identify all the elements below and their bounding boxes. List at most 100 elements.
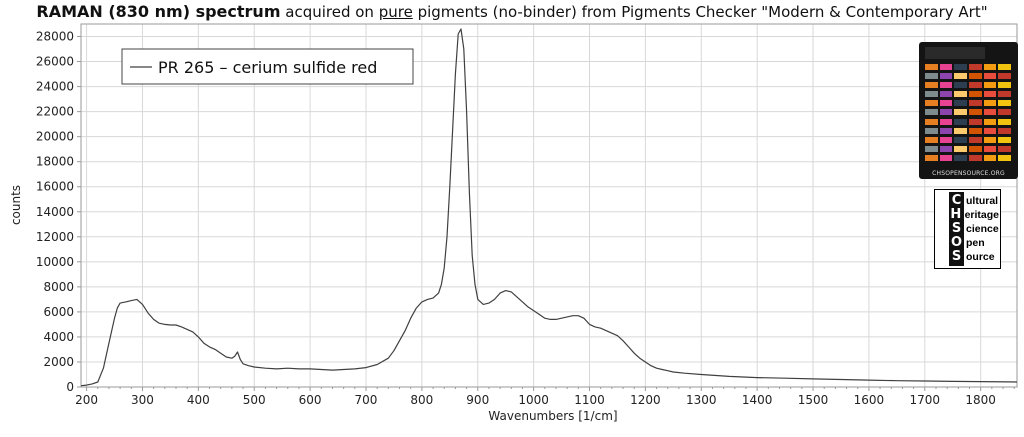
thumbnail-swatch — [925, 118, 938, 125]
axes — [77, 23, 1018, 391]
thumbnail-swatch — [998, 109, 1011, 116]
thumbnail-swatch — [998, 73, 1011, 80]
x-tick-label: 200 — [75, 393, 98, 407]
thumbnail-swatch — [969, 118, 982, 125]
thumbnail-swatch — [954, 154, 967, 161]
x-axis-label: Wavenumbers [1/cm] — [488, 409, 617, 423]
title-bold: RAMAN (830 nm) spectrum — [36, 2, 281, 21]
thumbnail-swatch — [998, 64, 1011, 70]
thumbnail-swatch — [969, 91, 982, 98]
series-line — [80, 28, 1018, 387]
chsos-word: cience — [966, 223, 999, 235]
x-tick-label: 1800 — [965, 393, 996, 407]
thumbnail-swatch — [998, 118, 1011, 125]
y-tick-label: 18000 — [36, 155, 74, 169]
thumbnail-swatch — [954, 64, 967, 70]
thumbnail-swatch — [983, 136, 997, 143]
thumbnail-swatch — [969, 73, 982, 80]
x-tick-label: 800 — [410, 393, 433, 407]
thumbnail-swatch — [954, 91, 967, 98]
thumbnail-swatch — [939, 127, 953, 134]
thumbnail-swatch — [983, 145, 997, 152]
thumbnail-swatch — [998, 100, 1011, 107]
thumbnail-swatch — [983, 91, 997, 98]
chsos-word: eritage — [964, 209, 999, 221]
chsos-letter: O — [950, 235, 963, 250]
x-tick-label: 500 — [243, 393, 266, 407]
thumbnail-swatch — [939, 136, 953, 143]
thumbnail-swatch — [983, 109, 997, 116]
thumbnail-swatch — [969, 64, 982, 70]
plot-frame — [80, 23, 1018, 388]
y-tick-label: 26000 — [36, 55, 74, 69]
thumbnail-swatch — [925, 145, 938, 152]
thumbnail-swatch — [983, 73, 997, 80]
chsos-letter: C — [951, 193, 962, 208]
y-axis-label: counts — [9, 185, 23, 225]
legend-label: PR 265 – cerium sulfide red — [158, 58, 377, 77]
chsos-word: ultural — [966, 195, 999, 207]
x-tick-label: 400 — [187, 393, 210, 407]
thumbnail-swatch — [983, 64, 997, 70]
y-tick-label: 4000 — [43, 330, 74, 344]
thumbnail-swatch — [925, 91, 938, 98]
thumbnail-swatch — [983, 154, 997, 161]
thumbnail-swatch — [954, 82, 967, 89]
x-tick-label: 700 — [355, 393, 378, 407]
x-tick-label: 1600 — [854, 393, 885, 407]
y-tick-label: 6000 — [43, 305, 74, 319]
title-underlined: pure — [378, 3, 413, 21]
x-tick-labels: 200 300 400 500 600 700 800 900 1000 1100 1200 1300… — [75, 393, 996, 407]
thumbnail-swatch — [969, 82, 982, 89]
thumbnail-url-text: CHSOPENSOURCE.ORG — [932, 170, 1005, 177]
x-tick-label: 1200 — [630, 393, 661, 407]
thumbnail-header — [925, 47, 985, 59]
y-tick-labels: 0 2000 4000 6000 8000 10000 12000 14000 16000 180… — [36, 30, 74, 394]
thumbnail-swatch — [939, 154, 953, 161]
thumbnail-swatch — [925, 73, 938, 80]
chsos-letter: S — [951, 221, 962, 236]
thumbnail-swatch — [954, 73, 967, 80]
y-tick-label: 20000 — [36, 130, 74, 144]
x-tick-label: 1100 — [574, 393, 605, 407]
thumbnail-swatch — [939, 100, 953, 107]
title-post: pigments (no-binder) from Pigments Check… — [412, 3, 988, 21]
y-tick-label: 12000 — [36, 230, 74, 244]
thumbnail-swatch — [939, 145, 953, 152]
thumbnail-swatch — [983, 82, 997, 89]
thumbnail-swatch — [925, 82, 938, 89]
x-tick-label: 1700 — [910, 393, 941, 407]
chsos-word: ource — [966, 251, 995, 263]
x-tick-label: 600 — [299, 393, 322, 407]
thumbnail-swatch — [939, 118, 953, 125]
thumbnail-swatch — [939, 64, 953, 70]
thumbnail-swatch — [925, 109, 938, 116]
chsos-word: pen — [966, 237, 985, 249]
thumbnail-swatch — [983, 127, 997, 134]
thumbnail-swatch — [998, 136, 1011, 143]
thumbnail-swatch — [925, 100, 938, 107]
thumbnail-swatch — [969, 145, 982, 152]
series-layer — [80, 28, 1018, 387]
chart-title: RAMAN (830 nm) spectrum acquired on pure… — [0, 2, 1024, 21]
thumbnail-swatch — [983, 100, 997, 107]
thumbnail-swatch — [925, 136, 938, 143]
title-pre: acquired on — [280, 3, 379, 21]
chsos-letter-column — [949, 192, 964, 266]
legend-box — [121, 48, 414, 85]
thumbnail-swatch — [998, 82, 1011, 89]
x-tick-label: 1300 — [686, 393, 717, 407]
y-tick-label: 14000 — [36, 205, 74, 219]
y-tick-label: 22000 — [36, 105, 74, 119]
y-tick-label: 8000 — [43, 280, 74, 294]
thumbnail-swatch — [998, 91, 1011, 98]
thumbnail-swatch — [954, 136, 967, 143]
x-tick-label: 1500 — [798, 393, 829, 407]
thumbnail-swatch — [998, 145, 1011, 152]
